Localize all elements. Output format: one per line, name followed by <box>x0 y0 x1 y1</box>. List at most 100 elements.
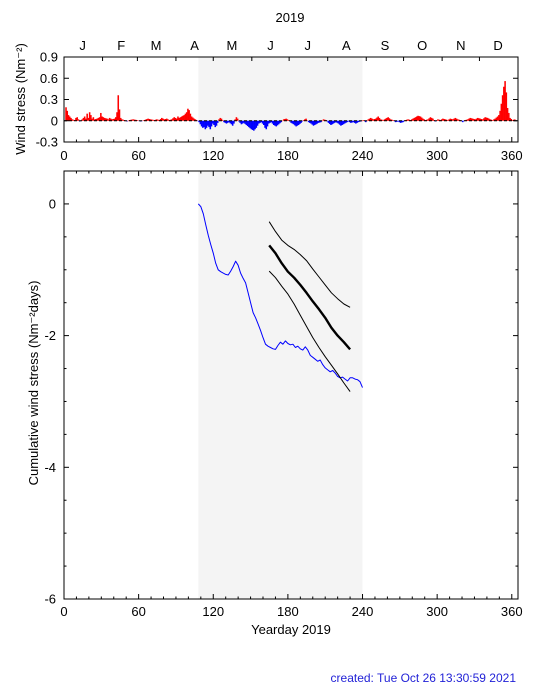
wind-stress-bar <box>504 81 506 121</box>
wind-stress-bar <box>251 120 254 130</box>
wind-stress-bar <box>154 119 157 121</box>
wind-stress-bar <box>70 117 72 121</box>
wind-stress-bar <box>240 120 243 125</box>
wind-stress-bar <box>402 120 404 123</box>
wind-stress-bar <box>454 117 457 121</box>
wind-stress-bar <box>110 118 112 121</box>
wind-stress-bar <box>338 120 341 125</box>
wind-stress-bar <box>514 119 516 121</box>
wind-stress-bar <box>209 120 212 130</box>
wind-stress-bar <box>93 119 96 121</box>
wind-stress-bar <box>294 120 296 126</box>
wind-stress-bar <box>111 119 113 121</box>
wind-stress-bar <box>443 118 445 121</box>
wind-stress-bar <box>469 117 472 121</box>
wind-stress-bar <box>317 120 320 123</box>
wind-stress-bar <box>253 120 255 131</box>
wind-stress-bar <box>193 118 195 121</box>
wind-stress-bar <box>491 120 494 121</box>
wind-stress-bar <box>420 117 423 121</box>
wind-stress-bar <box>161 117 163 121</box>
wind-stress-bar <box>304 119 306 121</box>
year-title: 2019 <box>276 10 305 25</box>
wind-stress-bar <box>90 115 92 121</box>
wind-stress-bar <box>318 120 321 123</box>
wind-stress-bar <box>185 112 188 121</box>
wind-stress-bar <box>173 117 176 121</box>
wind-stress-bar <box>425 119 428 121</box>
wind-stress-bar <box>449 118 452 121</box>
wind-stress-bar <box>316 120 319 124</box>
wind-stress-bar <box>486 117 489 121</box>
wind-stress-bar <box>214 120 217 128</box>
wind-stress-bar <box>458 119 460 121</box>
y-tick-label: -4 <box>44 460 56 475</box>
wind-stress-bar <box>290 120 292 123</box>
wind-stress-bar <box>131 119 133 121</box>
wind-stress-bar <box>260 120 263 123</box>
wind-stress-bar <box>159 118 162 121</box>
wind-stress-bar <box>108 117 111 121</box>
observed-cumulative-line <box>197 203 363 388</box>
wind-stress-bar <box>379 119 382 121</box>
wind-stress-bar <box>65 107 67 121</box>
wind-stress-bar <box>342 120 345 125</box>
wind-stress-bar <box>77 119 80 121</box>
wind-stress-bar <box>440 119 443 121</box>
bottom-x-axis: 0 60 120 180 240 300 360 <box>60 171 523 619</box>
wind-stress-bar <box>264 120 266 128</box>
wind-stress-bar <box>511 120 514 121</box>
wind-stress-bar <box>184 113 187 121</box>
wind-stress-bar <box>88 112 91 121</box>
month-label: D <box>493 38 502 53</box>
wind-stress-bar <box>292 120 295 125</box>
wind-stress-bar <box>438 119 440 121</box>
wind-stress-bar <box>82 117 85 121</box>
wind-stress-bar <box>207 120 209 126</box>
wind-stress-bar <box>333 120 336 123</box>
wind-stress-bar <box>346 120 348 123</box>
wind-stress-bar <box>149 119 152 121</box>
wind-stress-bar <box>337 120 340 124</box>
wind-stress-bar <box>356 120 358 123</box>
wind-stress-bar <box>267 120 270 124</box>
wind-stress-bar <box>295 120 297 127</box>
wind-stress-bar <box>386 117 388 121</box>
wind-stress-bar <box>234 119 236 121</box>
wind-stress-bar <box>300 120 302 123</box>
top-bars <box>65 81 516 131</box>
wind-stress-bar <box>452 119 454 121</box>
wind-stress-bar <box>259 120 261 123</box>
wind-stress-bar <box>285 118 287 121</box>
wind-stress-bar <box>445 119 448 121</box>
wind-stress-bar <box>427 119 429 121</box>
wind-stress-bar <box>113 118 116 121</box>
wind-stress-bar <box>484 117 486 121</box>
wind-stress-bar <box>266 120 269 127</box>
wind-stress-bar <box>377 116 379 121</box>
wind-stress-bar <box>418 116 421 121</box>
wind-stress-bar <box>212 120 214 124</box>
top-shaded-period <box>198 57 363 142</box>
bottom-series <box>197 203 363 392</box>
wind-stress-bar <box>263 120 265 125</box>
wind-stress-bar <box>271 120 274 124</box>
month-label: N <box>456 38 465 53</box>
wind-stress-bar <box>224 120 226 123</box>
wind-stress-bar <box>412 118 414 121</box>
wind-stress-bar <box>465 119 468 121</box>
wind-stress-bar <box>505 92 508 121</box>
forecast-upper-line <box>268 221 351 308</box>
wind-stress-bar <box>121 119 123 121</box>
wind-stress-bar <box>362 120 365 121</box>
wind-stress-bar <box>147 118 149 121</box>
top-y-axis-label: Wind stress (Nm⁻²) <box>13 43 28 155</box>
wind-stress-bar <box>336 120 338 123</box>
wind-stress-bar <box>478 118 480 121</box>
wind-stress-bar <box>236 118 239 121</box>
wind-stress-bar <box>199 120 202 125</box>
wind-stress-bar <box>286 119 289 121</box>
wind-stress-bar <box>213 120 215 125</box>
wind-stress-bar <box>376 117 378 121</box>
wind-stress-bar <box>279 120 281 124</box>
